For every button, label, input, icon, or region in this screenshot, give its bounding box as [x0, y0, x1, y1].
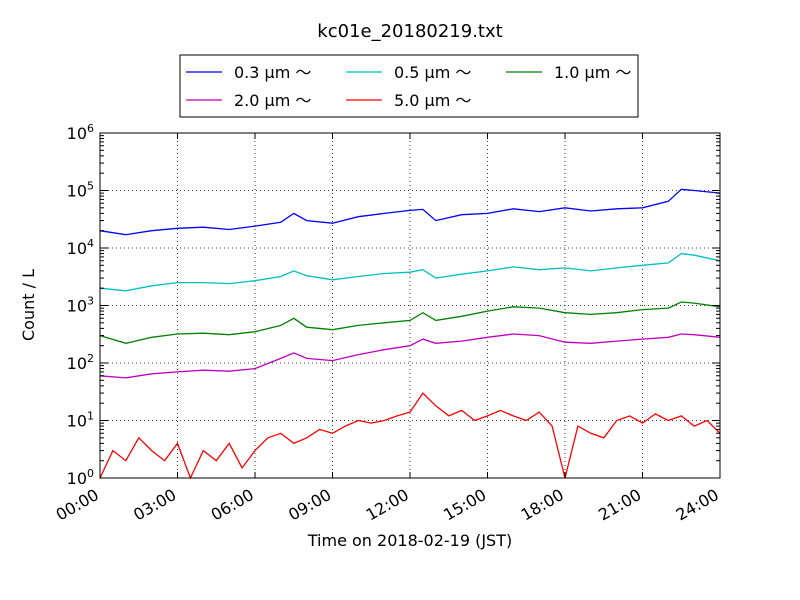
y-tick-label: 104: [67, 237, 94, 258]
series-line: [99, 188, 721, 236]
series-line: [99, 301, 721, 344]
y-tick-label: 106: [67, 122, 94, 143]
series-line: [99, 252, 721, 292]
legend-label: 1.0 μm ～: [554, 63, 631, 82]
legend-label: 0.5 μm ～: [394, 63, 471, 82]
legend-label: 5.0 μm ～: [394, 91, 471, 110]
series-line: [99, 392, 721, 480]
y-axis-label: Count / L: [19, 269, 38, 341]
y-tick-label: 102: [67, 352, 94, 373]
y-tick-label: 103: [67, 295, 94, 316]
legend: 0.3 μm ～ 0.5 μm ～ 1.0 μm ～ 2.0 μm ～ 5.0 μm ～: [179, 54, 639, 118]
legend-label: 0.3 μm ～: [234, 63, 311, 82]
y-tick-label: 105: [67, 180, 94, 201]
x-axis-label: Time on 2018-02-19 (JST): [307, 531, 512, 550]
series-layer: [99, 188, 721, 480]
chart-title: kc01e_20180219.txt: [317, 21, 502, 42]
y-tick-label: 101: [67, 410, 94, 431]
y-tick-label: 100: [67, 467, 94, 488]
legend-label: 2.0 μm ～: [234, 91, 311, 110]
legend-box: [179, 54, 639, 118]
series-line: [99, 333, 721, 379]
